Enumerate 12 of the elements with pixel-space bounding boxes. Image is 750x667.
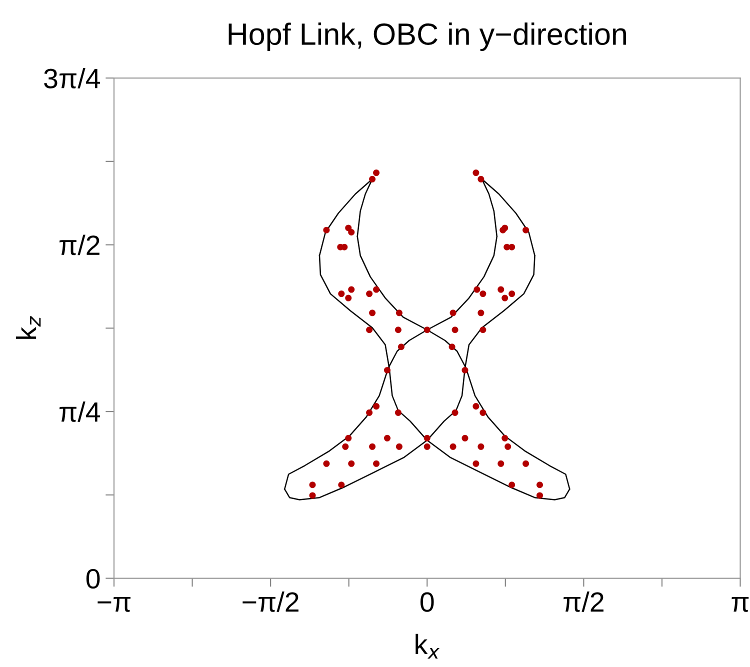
x-axis-title: k$_{x}$ (416, 634, 440, 659)
x-tick-label: π (732, 596, 749, 612)
chart-title: Hopf Link, OBC in y−direction (228, 22, 626, 52)
y-tick-label: π/4 (60, 401, 100, 422)
x-tick-label: π/2 (564, 591, 604, 612)
x-tick-label: −π (98, 596, 130, 612)
y-tick-label: 3π/4 (44, 68, 100, 88)
x-tick-label: −π/2 (242, 591, 298, 612)
y-tick-label: 0 (86, 568, 100, 589)
y-tick-label: π/2 (60, 234, 100, 256)
x-tick-label: 0 (420, 592, 434, 612)
y-axis-title: k$_{z}$ (16, 316, 41, 339)
